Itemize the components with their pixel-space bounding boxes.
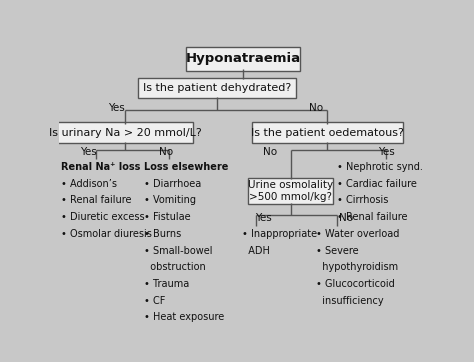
Text: • Addison’s: • Addison’s (61, 178, 117, 189)
Text: obstruction: obstruction (144, 262, 206, 272)
Text: • Inappropriate: • Inappropriate (242, 229, 317, 239)
Text: • Cardiac failure: • Cardiac failure (337, 178, 417, 189)
Text: • Glucocorticoid: • Glucocorticoid (316, 279, 395, 289)
Text: Loss elsewhere: Loss elsewhere (144, 162, 228, 172)
Text: • Small-bowel: • Small-bowel (144, 245, 212, 256)
Text: No: No (264, 147, 278, 157)
Text: hypothyroidism: hypothyroidism (316, 262, 399, 272)
Text: • Osmolar diuresis: • Osmolar diuresis (61, 229, 152, 239)
FancyBboxPatch shape (138, 77, 296, 98)
Text: • Burns: • Burns (144, 229, 181, 239)
Text: Yes: Yes (255, 214, 272, 223)
Text: • Nephrotic synd.: • Nephrotic synd. (337, 162, 422, 172)
Text: insufficiency: insufficiency (316, 296, 384, 306)
Text: • Renal failure: • Renal failure (61, 195, 132, 205)
Text: • Diuretic excess: • Diuretic excess (61, 212, 145, 222)
Text: • Heat exposure: • Heat exposure (144, 312, 224, 323)
Text: • Cirrhosis: • Cirrhosis (337, 195, 388, 205)
Text: Is the patient dehydrated?: Is the patient dehydrated? (143, 83, 292, 93)
Text: • CF: • CF (144, 296, 165, 306)
Text: • Renal failure: • Renal failure (337, 212, 407, 222)
Text: Yes: Yes (108, 102, 125, 113)
Text: Yes: Yes (80, 147, 97, 157)
Text: Is urinary Na > 20 mmol/L?: Is urinary Na > 20 mmol/L? (49, 128, 202, 138)
Text: • Water overload: • Water overload (316, 229, 400, 239)
Text: No: No (339, 214, 353, 223)
Text: Renal Na⁺ loss: Renal Na⁺ loss (61, 162, 140, 172)
FancyBboxPatch shape (248, 178, 333, 205)
Text: No: No (159, 147, 173, 157)
Text: • Severe: • Severe (316, 245, 359, 256)
Text: ADH: ADH (242, 245, 270, 256)
FancyBboxPatch shape (252, 122, 403, 143)
Text: • Trauma: • Trauma (144, 279, 189, 289)
Text: Hyponatraemia: Hyponatraemia (185, 52, 301, 65)
Text: • Fistulae: • Fistulae (144, 212, 191, 222)
FancyBboxPatch shape (186, 47, 300, 71)
FancyBboxPatch shape (57, 122, 193, 143)
Text: Is the patient oedematous?: Is the patient oedematous? (251, 128, 404, 138)
Text: Yes: Yes (378, 147, 394, 157)
Text: Urine osmolality
>500 mmol/kg?: Urine osmolality >500 mmol/kg? (248, 180, 333, 202)
Text: • Vomiting: • Vomiting (144, 195, 196, 205)
Text: • Diarrhoea: • Diarrhoea (144, 178, 201, 189)
Text: No: No (310, 102, 323, 113)
